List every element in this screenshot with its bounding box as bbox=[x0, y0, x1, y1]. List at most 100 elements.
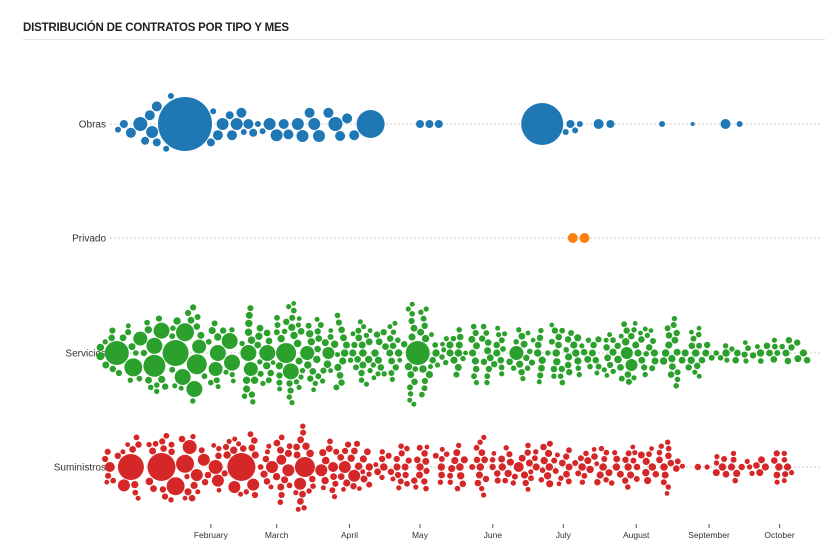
contract-point[interactable] bbox=[555, 341, 562, 349]
contract-point[interactable] bbox=[563, 347, 569, 353]
contract-point[interactable] bbox=[241, 393, 248, 400]
contract-point[interactable] bbox=[187, 316, 195, 324]
contract-point[interactable] bbox=[367, 367, 373, 374]
contract-point[interactable] bbox=[773, 471, 781, 479]
contract-point[interactable] bbox=[276, 379, 283, 386]
contract-point[interactable] bbox=[498, 337, 505, 344]
contract-point[interactable] bbox=[579, 233, 590, 243]
contract-point[interactable] bbox=[409, 301, 415, 307]
contract-point[interactable] bbox=[263, 329, 271, 337]
contract-point[interactable] bbox=[197, 331, 205, 339]
contract-point[interactable] bbox=[454, 485, 461, 492]
contract-point[interactable] bbox=[429, 332, 434, 338]
contract-point[interactable] bbox=[132, 489, 139, 496]
contract-point[interactable] bbox=[342, 113, 353, 124]
contract-point[interactable] bbox=[523, 354, 530, 361]
contract-point[interactable] bbox=[178, 385, 184, 391]
contract-point[interactable] bbox=[150, 485, 157, 492]
contract-point[interactable] bbox=[366, 471, 372, 477]
contract-point[interactable] bbox=[333, 448, 340, 455]
contract-point[interactable] bbox=[219, 327, 227, 334]
contract-point[interactable] bbox=[172, 383, 178, 389]
contract-point[interactable] bbox=[239, 445, 247, 452]
contract-point[interactable] bbox=[194, 314, 201, 320]
contract-point[interactable] bbox=[145, 477, 154, 486]
contract-point[interactable] bbox=[674, 376, 681, 383]
contract-point[interactable] bbox=[532, 463, 540, 471]
contract-point[interactable] bbox=[416, 463, 424, 471]
contract-point[interactable] bbox=[477, 439, 483, 445]
contract-point[interactable] bbox=[193, 323, 201, 330]
contract-point[interactable] bbox=[656, 449, 663, 456]
contract-point[interactable] bbox=[720, 119, 731, 129]
contract-point[interactable] bbox=[314, 316, 320, 322]
contract-point[interactable] bbox=[411, 378, 418, 386]
contract-point[interactable] bbox=[679, 463, 686, 469]
contract-point[interactable] bbox=[484, 347, 492, 355]
contract-point[interactable] bbox=[625, 484, 631, 490]
contract-point[interactable] bbox=[625, 450, 632, 457]
contract-point[interactable] bbox=[756, 349, 765, 357]
contract-point[interactable] bbox=[392, 364, 399, 371]
contract-point[interactable] bbox=[614, 355, 622, 364]
contract-point[interactable] bbox=[785, 337, 793, 344]
contract-point[interactable] bbox=[799, 349, 808, 357]
contract-point[interactable] bbox=[114, 452, 122, 459]
contract-point[interactable] bbox=[594, 370, 600, 376]
contract-point[interactable] bbox=[441, 347, 447, 353]
contract-point[interactable] bbox=[255, 332, 263, 340]
contract-point[interactable] bbox=[704, 464, 710, 470]
contract-point[interactable] bbox=[532, 455, 538, 462]
contract-point[interactable] bbox=[702, 349, 710, 357]
contract-point[interactable] bbox=[153, 322, 170, 339]
contract-point[interactable] bbox=[423, 467, 430, 475]
contract-point[interactable] bbox=[456, 442, 462, 449]
contract-point[interactable] bbox=[473, 456, 481, 463]
contract-point[interactable] bbox=[605, 469, 613, 477]
contract-point[interactable] bbox=[310, 483, 316, 490]
contract-point[interactable] bbox=[251, 491, 259, 499]
contract-point[interactable] bbox=[493, 349, 501, 357]
contract-point[interactable] bbox=[555, 333, 562, 341]
contract-point[interactable] bbox=[182, 440, 197, 454]
contract-point[interactable] bbox=[621, 338, 630, 346]
contract-point[interactable] bbox=[273, 439, 281, 447]
contract-point[interactable] bbox=[648, 463, 657, 471]
contract-point[interactable] bbox=[129, 446, 137, 453]
contract-point[interactable] bbox=[374, 356, 382, 364]
contract-point[interactable] bbox=[131, 481, 139, 489]
contract-point[interactable] bbox=[167, 93, 174, 99]
contract-point[interactable] bbox=[338, 379, 345, 386]
contract-point[interactable] bbox=[365, 338, 373, 346]
contract-point[interactable] bbox=[453, 371, 460, 378]
contract-point[interactable] bbox=[607, 361, 614, 369]
contract-point[interactable] bbox=[178, 435, 186, 443]
contract-point[interactable] bbox=[681, 349, 689, 357]
contract-point[interactable] bbox=[210, 108, 217, 115]
contract-point[interactable] bbox=[557, 373, 564, 380]
contract-point[interactable] bbox=[456, 327, 463, 333]
contract-point[interactable] bbox=[651, 357, 659, 365]
contract-point[interactable] bbox=[166, 477, 185, 496]
contract-point[interactable] bbox=[366, 481, 373, 488]
contract-point[interactable] bbox=[273, 329, 280, 336]
contract-point[interactable] bbox=[397, 478, 404, 485]
contract-point[interactable] bbox=[216, 445, 222, 452]
contract-point[interactable] bbox=[513, 462, 524, 472]
contract-point[interactable] bbox=[493, 341, 501, 349]
contract-point[interactable] bbox=[338, 461, 351, 473]
contract-point[interactable] bbox=[628, 332, 635, 340]
contract-point[interactable] bbox=[294, 457, 315, 477]
contract-point[interactable] bbox=[564, 361, 572, 369]
contract-point[interactable] bbox=[387, 324, 393, 330]
contract-point[interactable] bbox=[718, 463, 727, 471]
contract-point[interactable] bbox=[736, 121, 743, 127]
contract-point[interactable] bbox=[298, 374, 304, 380]
contract-point[interactable] bbox=[248, 444, 256, 452]
contract-point[interactable] bbox=[375, 338, 383, 346]
contract-point[interactable] bbox=[625, 359, 638, 371]
contract-point[interactable] bbox=[373, 462, 379, 468]
contract-point[interactable] bbox=[592, 356, 600, 364]
contract-point[interactable] bbox=[550, 365, 558, 373]
contract-point[interactable] bbox=[551, 327, 559, 334]
